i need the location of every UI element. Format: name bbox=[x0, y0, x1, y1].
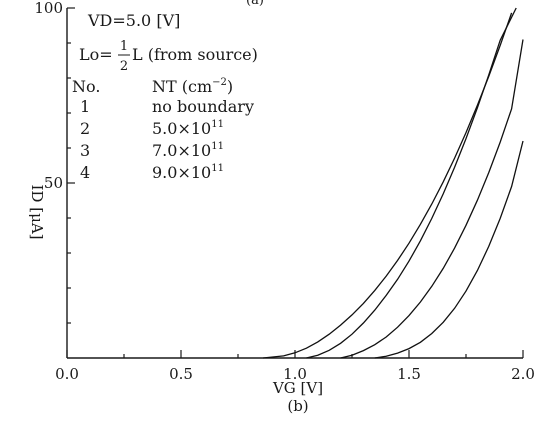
vd-condition: VD=5.0 [V] bbox=[87, 11, 180, 30]
legend-entry-mantissa: 5.0×10 bbox=[152, 119, 211, 138]
y-tick-label: 100 bbox=[34, 0, 63, 17]
x-tick-label: 0.0 bbox=[55, 365, 79, 383]
legend-entry-number: 2 bbox=[80, 119, 90, 138]
axis-ticks bbox=[66, 7, 524, 358]
lo-suffix: L (from source) bbox=[132, 45, 258, 64]
lo-fraction-denominator: 2 bbox=[120, 59, 128, 74]
y-axis-label: ID [μA] bbox=[28, 184, 46, 239]
legend-entry-value: 5.0×1011 bbox=[152, 119, 224, 138]
legend-header-nt: NT (cm−2) bbox=[152, 77, 233, 96]
legend-entry-mantissa: 7.0×10 bbox=[152, 141, 211, 160]
legend-entry-number: 4 bbox=[80, 163, 90, 182]
series-4-curve bbox=[374, 140, 524, 359]
x-tick-label: 1.0 bbox=[283, 365, 307, 383]
series-2-curve bbox=[306, 7, 517, 359]
figure-caption: (b) bbox=[287, 397, 308, 415]
legend-header-no: No. bbox=[72, 77, 100, 96]
top-fragment: (a) bbox=[246, 0, 264, 8]
legend-entry-value: no boundary bbox=[152, 97, 254, 116]
data-curves bbox=[263, 7, 524, 359]
legend-entry-exponent: 11 bbox=[211, 119, 224, 130]
legend-entry-number: 1 bbox=[80, 97, 90, 116]
legend-entry-exponent: 11 bbox=[211, 163, 224, 174]
legend-entry-number: 3 bbox=[80, 141, 90, 160]
legend-entry-mantissa: 9.0×10 bbox=[152, 163, 211, 182]
legend-header-nt-sup: −2 bbox=[212, 77, 227, 88]
axis-tick-labels: 0.0 0.5 1.0 1.5 2.0 50 100 bbox=[34, 0, 535, 383]
x-tick-label: 1.5 bbox=[397, 365, 421, 383]
y-tick-label: 50 bbox=[44, 174, 63, 192]
legend-header-nt-main: NT (cm bbox=[152, 77, 212, 96]
legend-entry-value: 7.0×1011 bbox=[152, 141, 224, 160]
legend-header-nt-close: ) bbox=[227, 77, 233, 96]
lo-prefix: Lo= bbox=[79, 45, 113, 64]
x-axis-label: VG [V] bbox=[272, 379, 323, 397]
lo-fraction-numerator: 1 bbox=[120, 39, 128, 54]
series-1-curve bbox=[263, 12, 513, 359]
series-3-curve bbox=[340, 39, 524, 359]
x-tick-label: 0.5 bbox=[169, 365, 193, 383]
x-tick-label: 2.0 bbox=[511, 365, 535, 383]
legend-entry-exponent: 11 bbox=[211, 141, 224, 152]
legend-entry-value: 9.0×1011 bbox=[152, 163, 224, 182]
